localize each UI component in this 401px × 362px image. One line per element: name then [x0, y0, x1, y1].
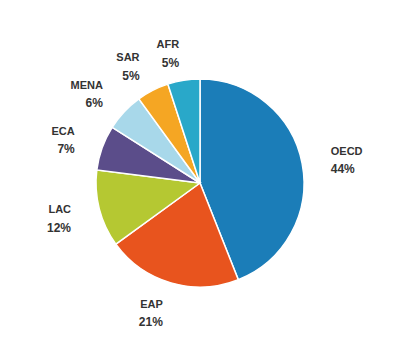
data-label: 5%: [162, 56, 180, 70]
slice-label: AFR: [157, 38, 180, 50]
data-label: 7%: [57, 142, 75, 156]
data-label: 6%: [86, 96, 104, 110]
slices: [96, 79, 304, 287]
data-label: 12%: [47, 221, 71, 235]
data-label: 5%: [122, 69, 140, 83]
slice-label: OECD: [331, 145, 363, 157]
slice-label: LAC: [48, 203, 71, 215]
slice-label: ECA: [52, 125, 75, 137]
slice-label: SAR: [116, 51, 139, 63]
labels: OECD 44% EAP 21% LAC 12% ECA 7% MENA 6% SAR 5% AFR 5%: [47, 38, 363, 329]
data-label: 44%: [331, 162, 355, 176]
slice-label: EAP: [140, 298, 163, 310]
chart-container: OECD 44% EAP 21% LAC 12% ECA 7% MENA 6% SAR 5% AFR 5%: [0, 0, 401, 362]
data-label: 21%: [139, 315, 163, 329]
pie-slice: [168, 79, 200, 183]
pie-chart: OECD 44% EAP 21% LAC 12% ECA 7% MENA 6% SAR 5% AFR 5%: [0, 0, 401, 362]
slice-label: MENA: [71, 79, 103, 91]
